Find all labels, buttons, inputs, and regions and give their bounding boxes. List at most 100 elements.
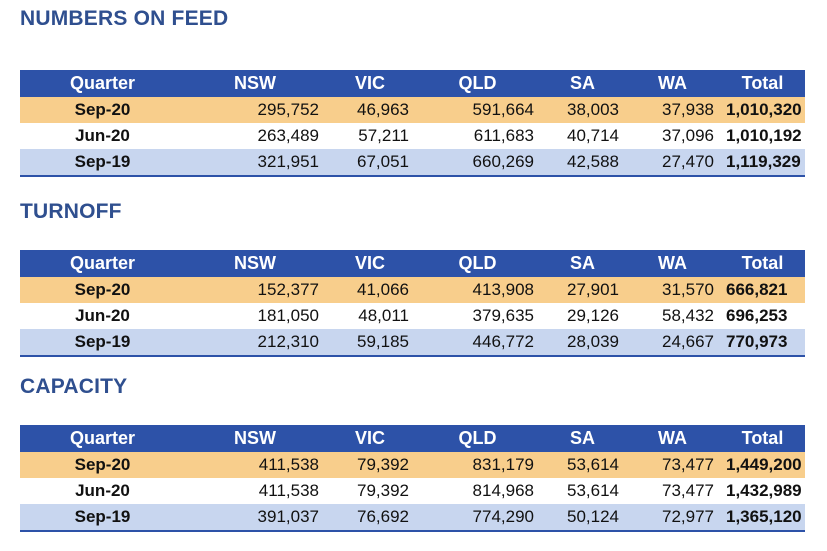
wa-cell: 72,977	[625, 504, 720, 532]
column-header-quarter: Quarter	[20, 425, 185, 452]
column-header-quarter: Quarter	[20, 250, 185, 277]
quarter-cell: Sep-19	[20, 329, 185, 357]
wa-cell: 27,470	[625, 149, 720, 177]
vic-cell: 76,692	[325, 504, 415, 532]
total-cell: 1,449,200	[720, 452, 805, 478]
qld-cell: 814,968	[415, 478, 540, 504]
qld-cell: 379,635	[415, 303, 540, 329]
wa-cell: 37,938	[625, 97, 720, 123]
total-cell: 1,432,989	[720, 478, 805, 504]
total-cell: 1,119,329	[720, 149, 805, 177]
table-row: Sep-20 152,377 41,066 413,908 27,901 31,…	[20, 277, 805, 303]
table-row: Jun-20 263,489 57,211 611,683 40,714 37,…	[20, 123, 805, 149]
capacity-table: Quarter NSW VIC QLD SA WA Total Sep-20 4…	[20, 425, 805, 532]
column-header-total: Total	[720, 70, 805, 97]
table-row: Sep-20 295,752 46,963 591,664 38,003 37,…	[20, 97, 805, 123]
vic-cell: 48,011	[325, 303, 415, 329]
column-header-wa: WA	[625, 250, 720, 277]
table-row: Sep-19 321,951 67,051 660,269 42,588 27,…	[20, 149, 805, 177]
section-title-capacity: CAPACITY	[20, 375, 128, 398]
total-cell: 1,010,192	[720, 123, 805, 149]
table-row: Sep-19 212,310 59,185 446,772 28,039 24,…	[20, 329, 805, 357]
column-header-total: Total	[720, 425, 805, 452]
nsw-cell: 411,538	[185, 452, 325, 478]
quarter-cell: Sep-20	[20, 452, 185, 478]
sa-cell: 28,039	[540, 329, 625, 357]
sa-cell: 27,901	[540, 277, 625, 303]
total-cell: 696,253	[720, 303, 805, 329]
total-cell: 1,365,120	[720, 504, 805, 532]
table-row: Sep-19 391,037 76,692 774,290 50,124 72,…	[20, 504, 805, 532]
column-header-qld: QLD	[415, 425, 540, 452]
wa-cell: 31,570	[625, 277, 720, 303]
column-header-qld: QLD	[415, 250, 540, 277]
quarter-cell: Sep-19	[20, 504, 185, 532]
column-header-vic: VIC	[325, 425, 415, 452]
column-header-wa: WA	[625, 70, 720, 97]
wa-cell: 24,667	[625, 329, 720, 357]
section-title-numbers-on-feed: NUMBERS ON FEED	[20, 7, 229, 30]
wa-cell: 73,477	[625, 452, 720, 478]
vic-cell: 41,066	[325, 277, 415, 303]
qld-cell: 611,683	[415, 123, 540, 149]
turnoff-table: Quarter NSW VIC QLD SA WA Total Sep-20 1…	[20, 250, 805, 357]
column-header-nsw: NSW	[185, 250, 325, 277]
column-header-wa: WA	[625, 425, 720, 452]
nsw-cell: 391,037	[185, 504, 325, 532]
sa-cell: 42,588	[540, 149, 625, 177]
quarter-cell: Sep-19	[20, 149, 185, 177]
table-row: Sep-20 411,538 79,392 831,179 53,614 73,…	[20, 452, 805, 478]
quarter-cell: Jun-20	[20, 123, 185, 149]
wa-cell: 37,096	[625, 123, 720, 149]
total-cell: 666,821	[720, 277, 805, 303]
sa-cell: 50,124	[540, 504, 625, 532]
column-header-quarter: Quarter	[20, 70, 185, 97]
total-cell: 1,010,320	[720, 97, 805, 123]
column-header-qld: QLD	[415, 70, 540, 97]
table-header-row: Quarter NSW VIC QLD SA WA Total	[20, 425, 805, 452]
quarter-cell: Sep-20	[20, 277, 185, 303]
vic-cell: 57,211	[325, 123, 415, 149]
column-header-total: Total	[720, 250, 805, 277]
qld-cell: 774,290	[415, 504, 540, 532]
quarter-cell: Sep-20	[20, 97, 185, 123]
nsw-cell: 152,377	[185, 277, 325, 303]
sa-cell: 38,003	[540, 97, 625, 123]
column-header-nsw: NSW	[185, 425, 325, 452]
column-header-sa: SA	[540, 70, 625, 97]
table-row: Jun-20 181,050 48,011 379,635 29,126 58,…	[20, 303, 805, 329]
quarter-cell: Jun-20	[20, 478, 185, 504]
nsw-cell: 181,050	[185, 303, 325, 329]
qld-cell: 660,269	[415, 149, 540, 177]
table-header-row: Quarter NSW VIC QLD SA WA Total	[20, 250, 805, 277]
sa-cell: 29,126	[540, 303, 625, 329]
column-header-nsw: NSW	[185, 70, 325, 97]
table-row: Jun-20 411,538 79,392 814,968 53,614 73,…	[20, 478, 805, 504]
wa-cell: 73,477	[625, 478, 720, 504]
quarter-cell: Jun-20	[20, 303, 185, 329]
vic-cell: 79,392	[325, 452, 415, 478]
table-header-row: Quarter NSW VIC QLD SA WA Total	[20, 70, 805, 97]
total-cell: 770,973	[720, 329, 805, 357]
sa-cell: 53,614	[540, 452, 625, 478]
column-header-sa: SA	[540, 425, 625, 452]
nsw-cell: 212,310	[185, 329, 325, 357]
vic-cell: 79,392	[325, 478, 415, 504]
sa-cell: 53,614	[540, 478, 625, 504]
column-header-vic: VIC	[325, 70, 415, 97]
nsw-cell: 411,538	[185, 478, 325, 504]
column-header-sa: SA	[540, 250, 625, 277]
vic-cell: 46,963	[325, 97, 415, 123]
numbers-on-feed-table: Quarter NSW VIC QLD SA WA Total Sep-20 2…	[20, 70, 805, 177]
vic-cell: 59,185	[325, 329, 415, 357]
nsw-cell: 263,489	[185, 123, 325, 149]
nsw-cell: 295,752	[185, 97, 325, 123]
qld-cell: 831,179	[415, 452, 540, 478]
sa-cell: 40,714	[540, 123, 625, 149]
wa-cell: 58,432	[625, 303, 720, 329]
qld-cell: 446,772	[415, 329, 540, 357]
nsw-cell: 321,951	[185, 149, 325, 177]
section-title-turnoff: TURNOFF	[20, 200, 122, 223]
vic-cell: 67,051	[325, 149, 415, 177]
qld-cell: 591,664	[415, 97, 540, 123]
